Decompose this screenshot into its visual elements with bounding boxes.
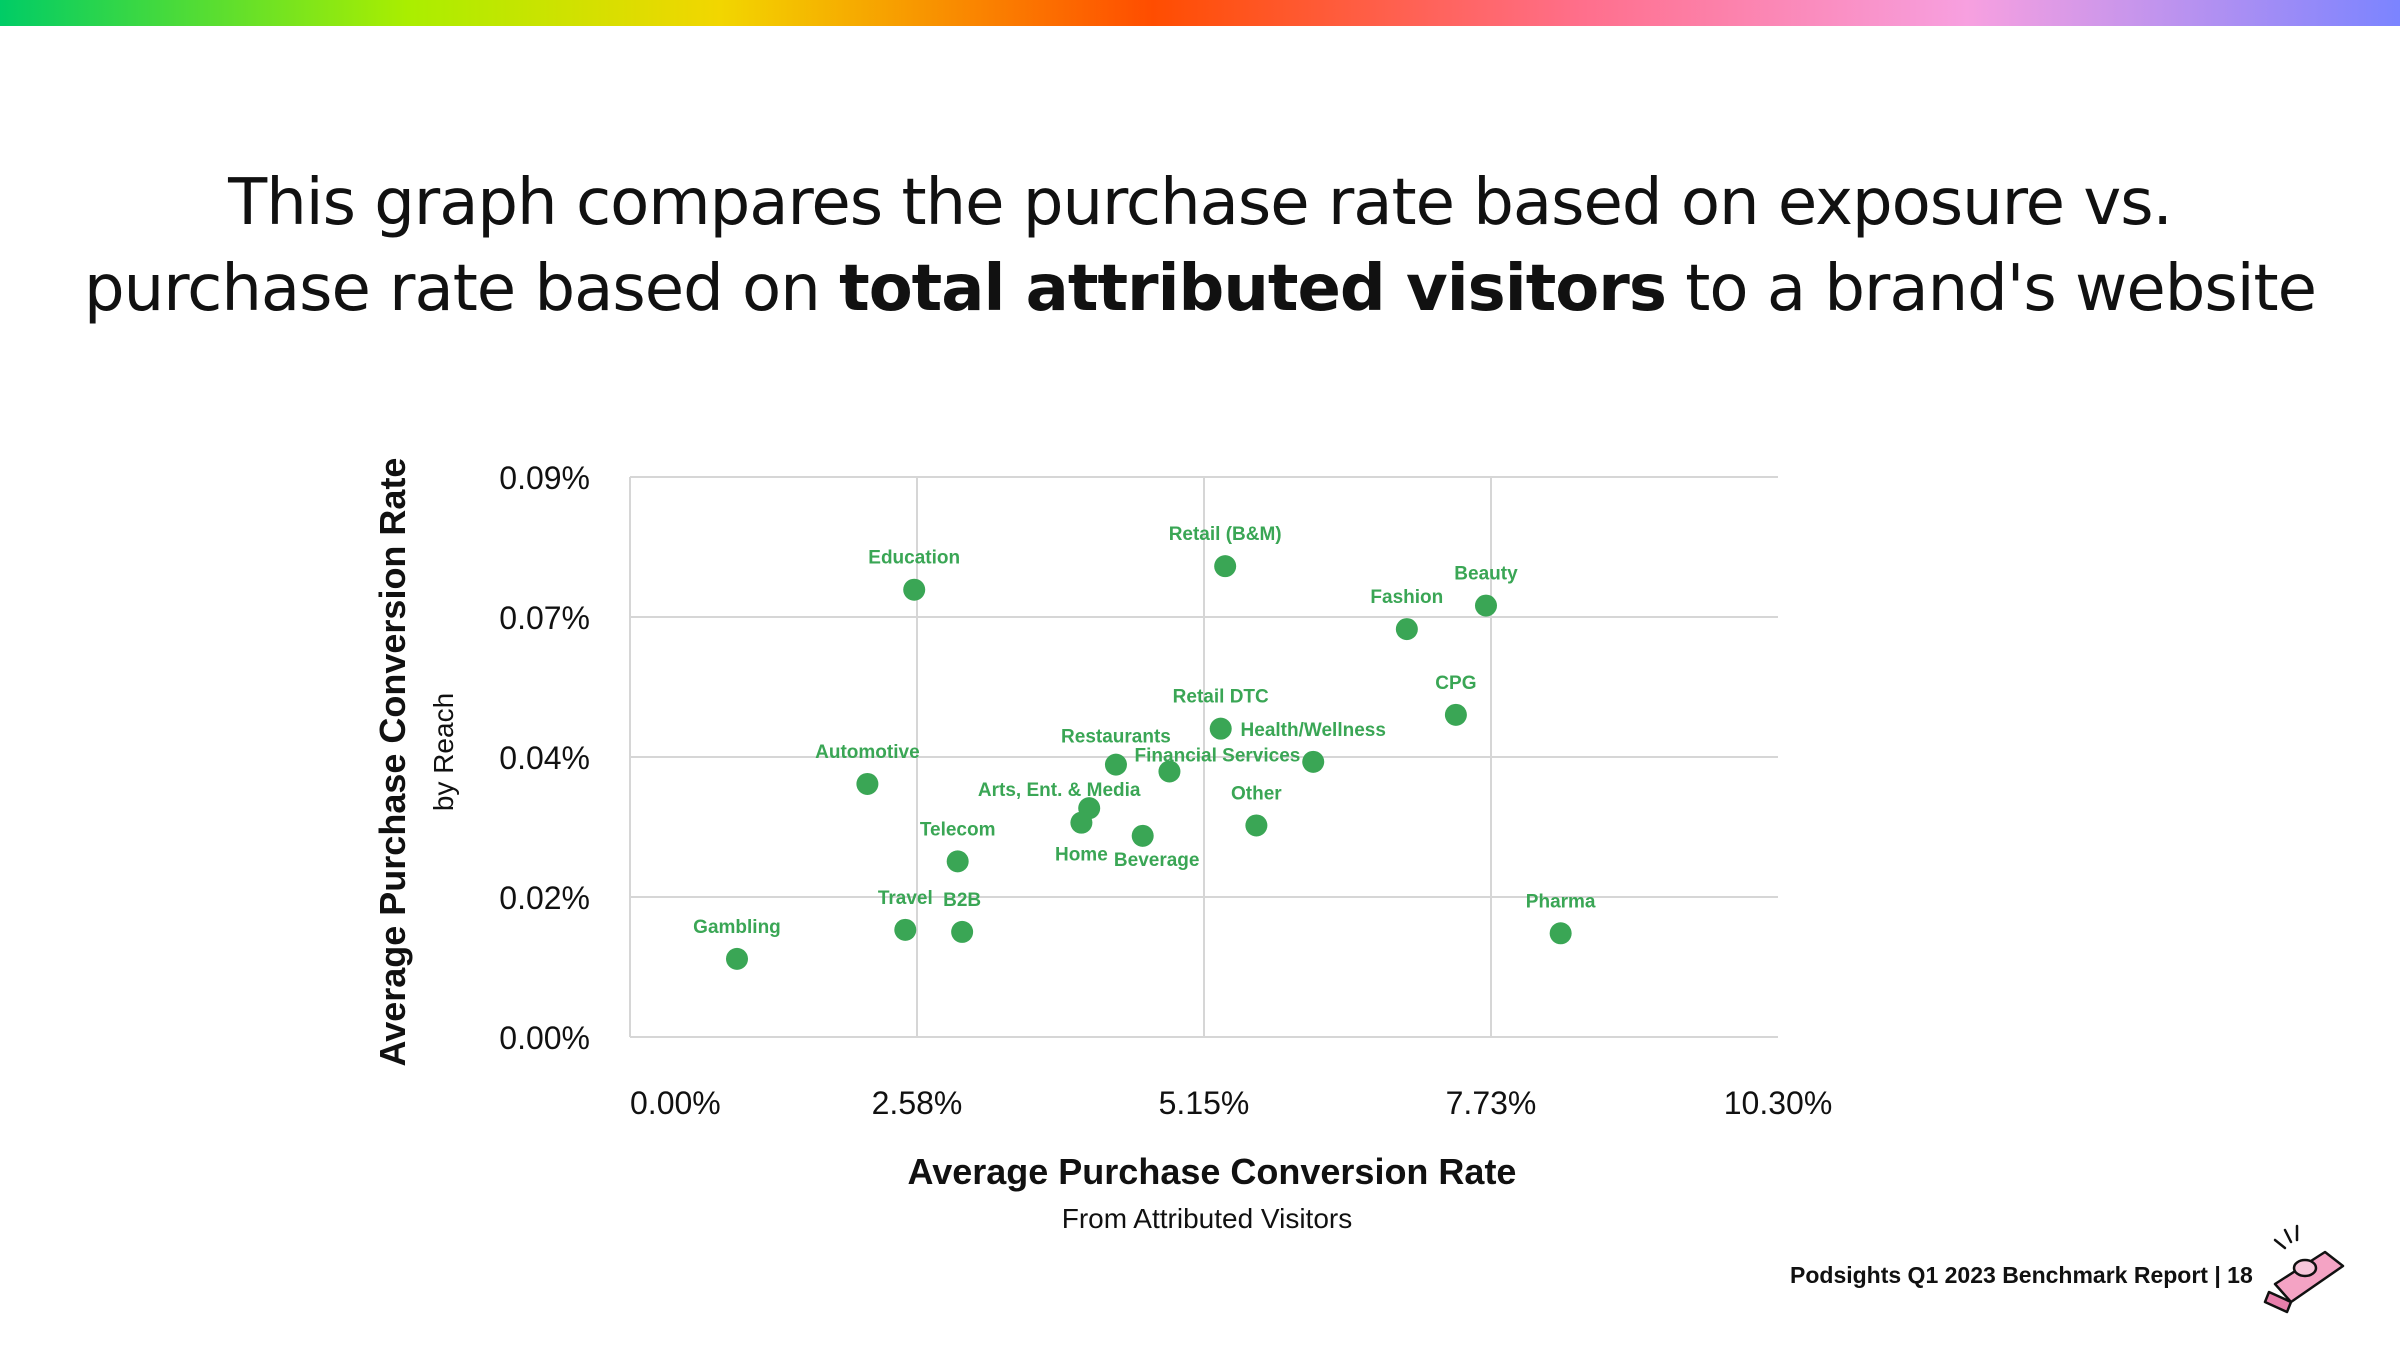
x-tick-label: 2.58%: [872, 1085, 963, 1121]
x-tick-label: 0.00%: [630, 1085, 721, 1121]
data-point-label: B2B: [943, 890, 981, 911]
x-axis-subtitle: From Attributed Visitors: [1062, 1203, 1352, 1234]
y-tick-label: 0.04%: [499, 740, 590, 776]
data-point: [1444, 703, 1467, 726]
data-point: [725, 947, 748, 970]
data-point: [1549, 922, 1572, 945]
data-point: [1209, 717, 1232, 740]
whistle-icon: [2263, 1224, 2345, 1314]
data-point: [894, 918, 917, 941]
data-point-label: Travel: [878, 888, 933, 909]
title-line-2: purchase rate based on total attributed …: [0, 246, 2400, 332]
data-point-label: Gambling: [693, 917, 781, 938]
title-line-1: This graph compares the purchase rate ba…: [228, 166, 2173, 240]
data-point-label: Retail (B&M): [1169, 524, 1282, 545]
gridlines: [629, 476, 1778, 1038]
data-point: [903, 578, 926, 601]
x-axis-ticks: 0.00% 2.58% 5.15% 7.73% 10.30%: [630, 1085, 1832, 1121]
data-point-label: Home: [1055, 845, 1108, 866]
x-tick-label: 7.73%: [1446, 1085, 1537, 1121]
data-point: [951, 920, 974, 943]
y-tick-label: 0.00%: [499, 1020, 590, 1056]
data-points: [725, 555, 1572, 970]
data-point-label: Arts, Ent. & Media: [978, 780, 1141, 801]
data-point-label: Beauty: [1454, 564, 1518, 585]
report-footer: Podsights Q1 2023 Benchmark Report | 18: [1790, 1262, 2253, 1288]
data-point-label: Education: [868, 548, 960, 569]
data-point: [1302, 750, 1325, 773]
x-tick-label: 5.15%: [1159, 1085, 1250, 1121]
data-point: [1245, 814, 1268, 837]
data-point-label: Fashion: [1370, 587, 1443, 608]
data-point: [1474, 594, 1497, 617]
y-tick-label: 0.09%: [499, 460, 590, 496]
title-line-2-post: to a brand's website: [1665, 252, 2317, 326]
y-axis-subtitle: by Reach: [428, 693, 459, 811]
data-point-label: Pharma: [1526, 891, 1596, 912]
data-point: [1158, 760, 1181, 783]
data-point: [1104, 753, 1127, 776]
data-point-label: Financial Services: [1135, 746, 1301, 767]
data-point-label: Beverage: [1114, 850, 1200, 871]
data-point: [1214, 555, 1237, 578]
data-point-label: Health/Wellness: [1241, 720, 1386, 741]
y-tick-label: 0.07%: [499, 600, 590, 636]
page-title: This graph compares the purchase rate ba…: [0, 160, 2400, 332]
data-point-label: Retail DTC: [1173, 687, 1269, 708]
data-point: [856, 772, 879, 795]
data-point: [1070, 811, 1093, 834]
top-gradient-bar: [0, 0, 2400, 26]
data-point: [1395, 618, 1418, 641]
y-tick-label: 0.02%: [499, 880, 590, 916]
x-tick-label: 10.30%: [1724, 1085, 1833, 1121]
title-line-2-bold: total attributed visitors: [839, 252, 1667, 326]
y-axis-ticks: 0.00% 0.02% 0.04% 0.07% 0.09%: [499, 460, 590, 1056]
y-axis-title: Average Purchase Conversion Rate: [372, 458, 413, 1067]
data-point-labels: Gambling Travel B2B Education Automotive Tele…: [693, 524, 1596, 938]
data-point-label: Telecom: [920, 819, 996, 840]
data-point: [1131, 824, 1154, 847]
data-point: [946, 850, 969, 873]
title-line-2-pre: purchase rate based on: [84, 252, 840, 326]
x-axis-title: Average Purchase Conversion Rate: [908, 1151, 1517, 1192]
data-point-label: Restaurants: [1061, 727, 1171, 748]
data-point-label: Automotive: [815, 742, 920, 763]
data-point-label: CPG: [1435, 673, 1476, 694]
data-point-label: Other: [1231, 783, 1282, 804]
